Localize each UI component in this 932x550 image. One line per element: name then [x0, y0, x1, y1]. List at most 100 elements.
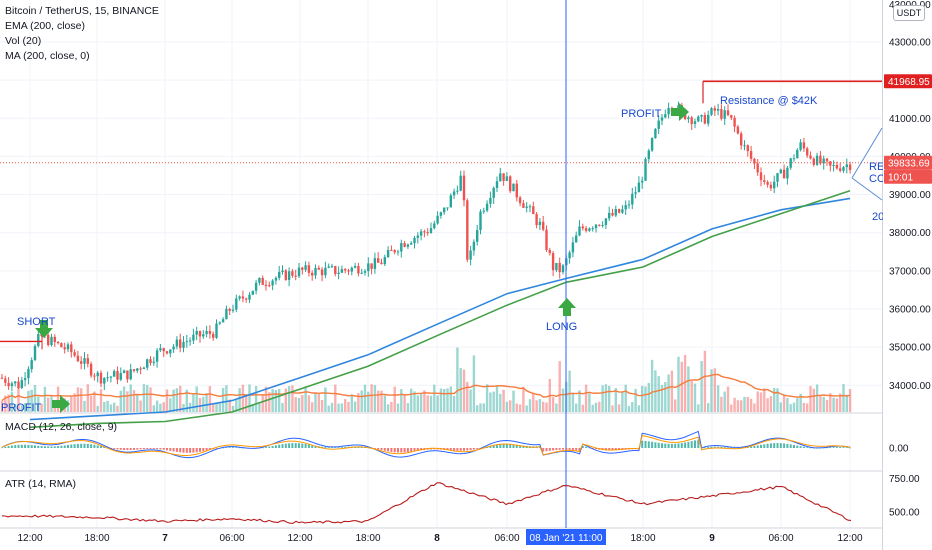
resistance-price-tag: 41968.95: [888, 77, 930, 88]
macd-bar: [40, 446, 43, 448]
candle-body: [360, 272, 363, 274]
volume-bar: [334, 384, 337, 412]
candle-body: [386, 250, 390, 258]
volume-bar: [446, 388, 449, 412]
resistance-price-tag-bg: [884, 74, 932, 89]
candle-body: [383, 257, 386, 265]
legend-ma[interactable]: MA (200, close, 0): [5, 50, 90, 62]
volume-bar: [393, 386, 396, 412]
legend-symbol[interactable]: Bitcoin / TetherUS, 15, BINANCE: [5, 5, 159, 17]
candle-body: [535, 214, 538, 226]
macd-bar: [142, 448, 145, 450]
candle-body: [195, 330, 198, 335]
volume-bar: [743, 396, 746, 412]
macd-bar: [667, 443, 670, 448]
time-tick-label: 9: [709, 533, 715, 544]
candle-body: [109, 376, 113, 378]
candle-body: [598, 224, 601, 226]
macd-bar: [829, 447, 832, 448]
macd-bar: [278, 444, 281, 448]
volume-bar: [525, 405, 528, 412]
candle-body: [796, 149, 799, 159]
macd-bar: [291, 443, 294, 448]
candle-body: [647, 150, 650, 160]
volume-bar: [822, 396, 825, 412]
volume-bar: [753, 403, 756, 412]
candle-body: [353, 266, 357, 268]
time-tick-label: 18:00: [355, 533, 380, 544]
candle-body: [221, 319, 225, 323]
candle-body: [307, 265, 311, 273]
macd-bar: [552, 448, 555, 451]
volume-bar: [476, 405, 479, 412]
candle-body: [584, 228, 588, 231]
volume-bar: [182, 403, 185, 412]
macd-bar: [677, 443, 680, 448]
candle-body: [146, 359, 149, 368]
volume-bar: [472, 355, 476, 412]
macd-bar: [238, 447, 241, 449]
macd-bar: [311, 445, 314, 448]
profit-left-arrow-icon: [52, 395, 70, 413]
volume-bar: [367, 391, 370, 412]
candle-body: [122, 370, 126, 374]
macd-bar: [57, 446, 60, 448]
macd-bar: [763, 444, 766, 448]
macd-bar: [47, 446, 50, 448]
candle-body: [479, 211, 482, 231]
volume-bar: [419, 393, 423, 412]
volume-bar: [429, 395, 433, 412]
macd-bar: [578, 448, 581, 451]
macd-bar: [14, 445, 17, 448]
macd-bar: [545, 448, 548, 452]
candle-body: [258, 277, 261, 283]
candle-body: [591, 228, 594, 230]
candle-body: [80, 361, 83, 364]
candle-body: [641, 180, 644, 183]
macd-bar: [806, 447, 809, 448]
candle-body: [522, 203, 525, 208]
volume-ma-line: [1, 373, 851, 402]
candle-body: [528, 206, 532, 208]
volume-bar: [337, 403, 340, 412]
macd-bar: [24, 444, 27, 448]
volume-bar: [423, 390, 426, 412]
volume-bar: [683, 355, 687, 412]
macd-bar: [786, 443, 789, 448]
volume-bar: [650, 359, 654, 412]
candle-body: [627, 204, 631, 206]
candle-body: [502, 173, 505, 181]
last-price-tag: 39833.69: [888, 158, 930, 169]
volume-bar: [769, 396, 773, 412]
macd-bar: [750, 446, 753, 448]
candle-body: [294, 275, 297, 277]
candle-body: [357, 266, 360, 274]
macd-bar: [70, 444, 73, 448]
candle-body: [284, 270, 287, 280]
volume-bar: [360, 390, 363, 412]
candle-body: [660, 117, 664, 121]
currency-badge[interactable]: USDT: [893, 5, 925, 21]
macd-bar: [265, 447, 267, 448]
legend-ema[interactable]: EMA (200, close): [5, 20, 85, 32]
volume-bar: [502, 389, 505, 412]
candle-body: [608, 212, 611, 219]
atr-label[interactable]: ATR (14, RMA): [5, 478, 76, 490]
macd-label[interactable]: MACD (12, 26, close, 9): [5, 421, 118, 433]
candle-body: [644, 159, 647, 181]
volume-bar: [723, 391, 726, 412]
legend-vol[interactable]: Vol (20): [5, 35, 42, 47]
macd-bar: [713, 446, 716, 448]
macd-bar: [172, 448, 175, 452]
volume-bar: [713, 368, 716, 412]
macd-bar: [301, 443, 304, 448]
volume-bar: [271, 388, 274, 412]
candle-body: [452, 191, 456, 196]
candle-body: [792, 158, 796, 160]
volume-bar: [129, 384, 132, 412]
volume-bar: [809, 386, 812, 412]
candle-body: [251, 290, 254, 295]
macd-bar: [802, 446, 805, 448]
candle-body: [126, 370, 129, 380]
